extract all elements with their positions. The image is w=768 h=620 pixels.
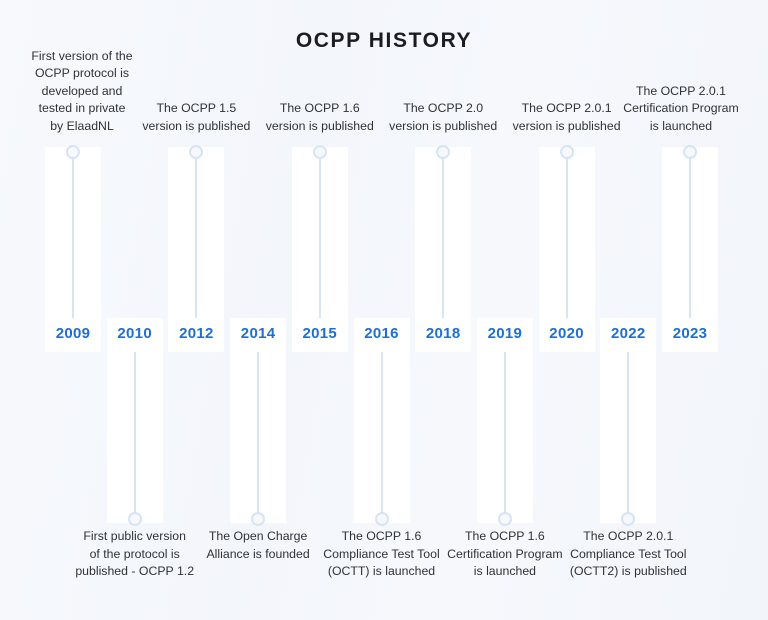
milestone-marker-icon <box>251 512 266 526</box>
caption-line: version is published <box>265 118 374 133</box>
milestone-marker-icon <box>497 512 512 526</box>
year-label[interactable]: 2022 <box>611 325 646 342</box>
milestone-marker-icon <box>436 145 451 159</box>
timeline-event-2022[interactable]: 2022 The OCPP 2.0.1 Compliance Test Tool (O… <box>570 0 687 620</box>
caption-line: version is published <box>512 118 621 133</box>
event-caption: First public version of the protocol is pu… <box>35 528 235 581</box>
caption-line: The Open Charge <box>208 529 308 543</box>
caption-line: Alliance is founded <box>206 546 310 561</box>
milestone-marker-icon <box>127 512 142 526</box>
milestone-marker-icon <box>374 512 389 526</box>
event-caption: The OCPP 1.5 version is published <box>96 100 296 135</box>
year-label[interactable]: 2020 <box>549 325 584 342</box>
event-caption: The OCPP 2.0 version is published <box>343 100 543 135</box>
caption-line: The OCPP 1.5 <box>156 101 237 115</box>
connector-line <box>72 152 74 318</box>
caption-line: version is published <box>389 118 498 133</box>
year-label[interactable]: 2019 <box>487 325 523 342</box>
milestone-marker-icon <box>189 145 204 159</box>
event-caption: The OCPP 1.6 Compliance Test Tool (OCTT) i… <box>282 528 482 581</box>
timeline-event-2018[interactable]: 2018 The OCPP 2.0 version is published <box>389 0 497 620</box>
connector-line <box>565 152 568 318</box>
year-label[interactable]: 2016 <box>364 325 399 342</box>
connector-line <box>195 152 198 318</box>
milestone-marker-icon <box>559 145 574 159</box>
caption-line: The OCPP 2.0.1 <box>636 83 726 98</box>
timeline-event-2023[interactable]: 2023 The OCPP 2.0.1 Certification Program i… <box>623 0 739 620</box>
caption-line: First public version <box>83 529 186 543</box>
timeline-event-2019[interactable]: 2019 The OCPP 1.6 Certification Program is … <box>447 0 563 620</box>
timeline-event-2012[interactable]: 2012 The OCPP 1.5 version is published <box>142 0 250 620</box>
caption-line: (OCTT2) is published <box>569 564 687 578</box>
caption-line: The OCPP 2.0.1 <box>583 529 674 543</box>
year-label[interactable]: 2014 <box>240 325 276 342</box>
caption-line: The OCPP 2.0.1 <box>521 101 612 115</box>
caption-line: version is published <box>142 118 251 133</box>
timeline-event-2009[interactable]: 2009 First version of the OCPP protocol is… <box>31 0 133 620</box>
caption-line: Certification Program <box>623 101 739 115</box>
caption-line: (OCTT) is launched <box>327 564 436 578</box>
connector-line <box>257 352 260 518</box>
milestone-marker-icon <box>312 145 327 159</box>
event-caption: The OCPP 2.0.1 version is published <box>467 100 667 135</box>
connector-line <box>318 152 321 318</box>
timeline-event-2015[interactable]: 2015 The OCPP 1.6 version is published <box>266 0 374 620</box>
year-label[interactable]: 2023 <box>672 325 708 342</box>
event-caption: The OCPP 1.6 version is published <box>220 100 420 135</box>
year-label[interactable]: 2009 <box>55 325 91 342</box>
event-caption: The OCPP 2.0.1 Compliance Test Tool (OCTT2… <box>528 528 728 581</box>
connector-line <box>380 352 383 518</box>
caption-line: developed and <box>41 83 123 98</box>
timeline-event-2014[interactable]: 2014 The Open Charge Alliance is founded <box>206 0 310 620</box>
caption-line: is launched <box>473 564 536 578</box>
timeline-event-2010[interactable]: 2010 First public version of the protocol … <box>75 0 194 620</box>
timeline-event-2020[interactable]: 2020 The OCPP 2.0.1 version is published <box>513 0 621 620</box>
caption-line: The OCPP 1.6 <box>341 529 422 543</box>
page-title: OCPP HISTORY <box>295 29 473 52</box>
caption-line: The OCPP 1.6 <box>465 529 545 543</box>
milestone-marker-icon <box>621 512 636 526</box>
event-caption: The Open Charge Alliance is founded <box>158 528 358 563</box>
caption-line: of the protocol is <box>89 546 180 561</box>
timeline-event-2016[interactable]: 2016 The OCPP 1.6 Compliance Test Tool (OCT… <box>323 0 440 620</box>
year-label[interactable]: 2015 <box>302 325 338 342</box>
event-caption: The OCPP 1.6 Certification Program is laun… <box>405 528 605 581</box>
milestone-marker-icon <box>683 145 697 159</box>
connector-line <box>442 152 445 318</box>
caption-line: First version of the <box>31 48 133 63</box>
event-caption: First version of the OCPP protocol is deve… <box>0 48 182 136</box>
caption-line: The OCPP 1.6 <box>279 101 360 115</box>
connector-line <box>133 352 136 518</box>
connector-line <box>503 352 506 518</box>
caption-line: Compliance Test Tool <box>323 546 440 561</box>
event-caption: The OCPP 2.0.1 Certification Program is la… <box>581 83 768 136</box>
caption-line: is launched <box>649 118 713 133</box>
caption-line: tested in private <box>38 101 126 115</box>
connector-line <box>689 152 691 318</box>
year-label[interactable]: 2010 <box>117 325 152 342</box>
milestone-marker-icon <box>66 145 80 159</box>
caption-line: by ElaadNL <box>50 118 114 133</box>
caption-line: Certification Program <box>447 546 563 561</box>
caption-line: The OCPP 2.0 <box>403 101 484 115</box>
caption-line: published - OCPP 1.2 <box>75 564 195 578</box>
caption-line: OCPP protocol is <box>34 66 130 80</box>
caption-line: Compliance Test Tool <box>570 546 687 561</box>
year-label[interactable]: 2018 <box>425 325 461 342</box>
connector-line <box>627 352 630 518</box>
year-label[interactable]: 2012 <box>179 325 214 342</box>
